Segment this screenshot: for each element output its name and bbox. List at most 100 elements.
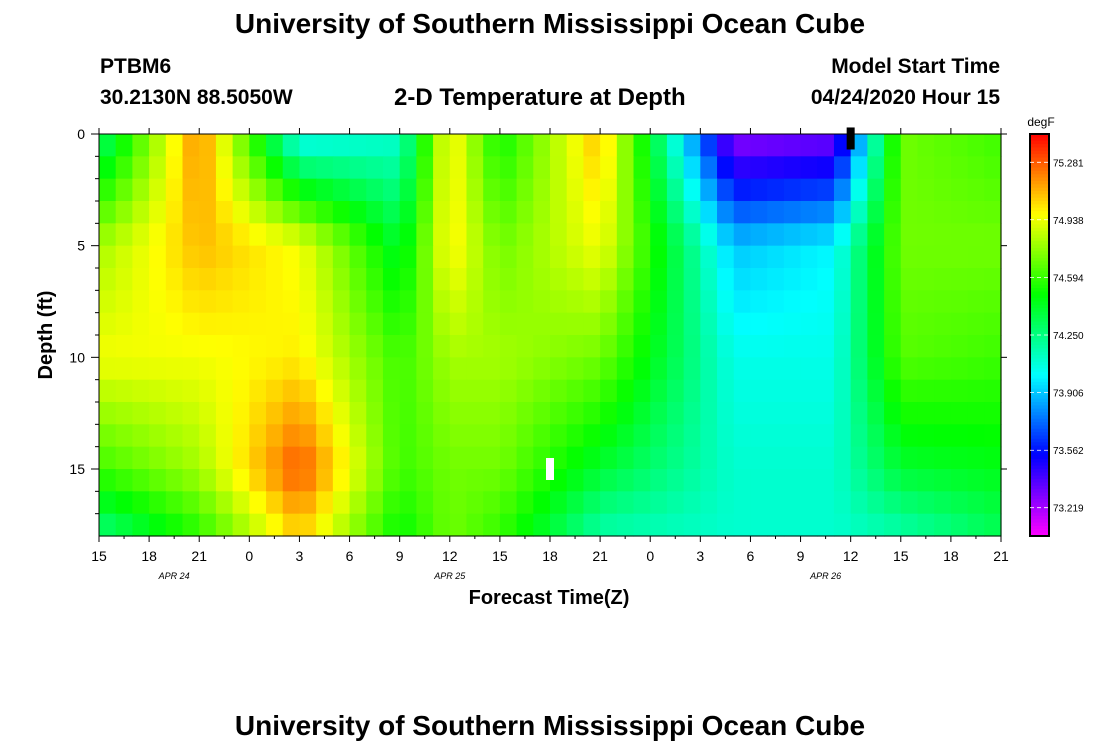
heatmap-cell bbox=[550, 290, 568, 314]
heatmap-cell bbox=[984, 402, 1002, 425]
heatmap-cell bbox=[867, 223, 885, 247]
colorbar-segment bbox=[1030, 301, 1049, 306]
heatmap-cell bbox=[99, 379, 117, 403]
heatmap-cell bbox=[550, 446, 568, 470]
heatmap-cell bbox=[850, 335, 868, 358]
heatmap-cell bbox=[767, 402, 785, 425]
x-tick-label: 3 bbox=[696, 548, 704, 564]
heatmap-cell bbox=[349, 469, 367, 492]
heatmap-cell bbox=[165, 513, 184, 537]
heatmap-cell bbox=[433, 268, 451, 291]
colorbar-segment bbox=[1030, 177, 1049, 182]
heatmap-cell bbox=[884, 201, 902, 224]
heatmap-cell bbox=[733, 134, 752, 157]
heatmap-cell bbox=[115, 357, 133, 381]
heatmap-cell bbox=[566, 513, 584, 537]
heatmap-cell bbox=[199, 335, 217, 358]
heatmap-cell bbox=[99, 290, 117, 314]
heatmap-cell bbox=[767, 223, 785, 247]
heatmap-cell bbox=[566, 424, 584, 448]
heatmap-cell bbox=[867, 290, 885, 314]
heatmap-cell bbox=[616, 379, 635, 403]
heatmap-cell bbox=[149, 402, 167, 425]
heatmap-cell bbox=[483, 491, 501, 515]
heatmap-cell bbox=[817, 223, 835, 247]
heatmap-cell bbox=[967, 134, 985, 157]
heatmap-cell bbox=[199, 357, 217, 381]
heatmap-cell bbox=[733, 290, 752, 314]
heatmap-cell bbox=[316, 156, 334, 180]
heatmap-cell bbox=[700, 312, 718, 336]
colorbar-segment bbox=[1030, 398, 1049, 403]
colorbar-segment bbox=[1030, 251, 1049, 256]
heatmap-cell bbox=[984, 446, 1002, 470]
heatmap-cell bbox=[416, 290, 434, 314]
heatmap-cell bbox=[299, 312, 317, 336]
heatmap-cell bbox=[917, 335, 935, 358]
heatmap-cell bbox=[666, 223, 685, 247]
heatmap-cell bbox=[717, 491, 735, 515]
heatmap-cell bbox=[299, 424, 317, 448]
heatmap-cell bbox=[867, 312, 885, 336]
heatmap-cell bbox=[466, 178, 484, 202]
colorbar-segment bbox=[1030, 170, 1049, 175]
colorbar-label: 74.250 bbox=[1053, 331, 1084, 342]
heatmap-cell bbox=[165, 290, 184, 314]
heatmap-cell bbox=[149, 513, 167, 537]
heatmap-cell bbox=[600, 268, 618, 291]
heatmap-cell bbox=[349, 268, 367, 291]
heatmap-cell bbox=[516, 379, 534, 403]
heatmap-cell bbox=[149, 245, 167, 269]
colorbar-segment bbox=[1030, 134, 1049, 138]
heatmap-cell bbox=[466, 335, 484, 358]
heatmap-cell bbox=[900, 469, 919, 492]
x-tick-label: 15 bbox=[492, 548, 508, 564]
heatmap-cell bbox=[900, 245, 919, 269]
colorbar-segment bbox=[1030, 137, 1049, 142]
heatmap-cell bbox=[967, 312, 985, 336]
heatmap-cell bbox=[600, 402, 618, 425]
heatmap-cell bbox=[817, 245, 835, 269]
heatmap-cell bbox=[282, 424, 301, 448]
heatmap-cell bbox=[583, 491, 601, 515]
heatmap-cell bbox=[666, 201, 685, 224]
heatmap-cell bbox=[700, 245, 718, 269]
heatmap-cell bbox=[483, 223, 501, 247]
heatmap-cell bbox=[165, 223, 184, 247]
heatmap-cell bbox=[900, 379, 919, 403]
colorbar-segment bbox=[1030, 515, 1049, 520]
heatmap-cell bbox=[449, 424, 468, 448]
heatmap-cell bbox=[967, 201, 985, 224]
heatmap-cell bbox=[182, 379, 200, 403]
heatmap-cell bbox=[616, 446, 635, 470]
heatmap-cell bbox=[616, 178, 635, 202]
heatmap-cell bbox=[516, 290, 534, 314]
heatmap-cell bbox=[232, 156, 250, 180]
heatmap-cell bbox=[750, 290, 768, 314]
heatmap-cell bbox=[850, 134, 868, 157]
heatmap-cell bbox=[232, 201, 250, 224]
heatmap-cell bbox=[616, 513, 635, 537]
x-tick-label: 9 bbox=[797, 548, 805, 564]
heatmap-cell bbox=[800, 178, 818, 202]
heatmap-cell bbox=[449, 134, 468, 157]
heatmap-cell bbox=[833, 424, 852, 448]
heatmap-cell bbox=[132, 223, 150, 247]
heatmap-cell bbox=[232, 134, 250, 157]
heatmap-cell bbox=[717, 268, 735, 291]
heatmap-cell bbox=[666, 245, 685, 269]
heatmap-cell bbox=[884, 178, 902, 202]
heatmap-cell bbox=[516, 178, 534, 202]
heatmap-cell bbox=[282, 134, 301, 157]
heatmap-cell bbox=[934, 201, 952, 224]
heatmap-cell bbox=[917, 290, 935, 314]
heatmap-cell bbox=[867, 245, 885, 269]
heatmap-cell bbox=[733, 491, 752, 515]
x-tick-label: 21 bbox=[993, 548, 1009, 564]
heatmap-cell bbox=[783, 134, 802, 157]
heatmap-cell bbox=[767, 134, 785, 157]
heatmap-cell bbox=[433, 312, 451, 336]
colorbar-segment bbox=[1030, 318, 1049, 323]
heatmap-cell bbox=[483, 134, 501, 157]
heatmap-cell bbox=[215, 245, 234, 269]
